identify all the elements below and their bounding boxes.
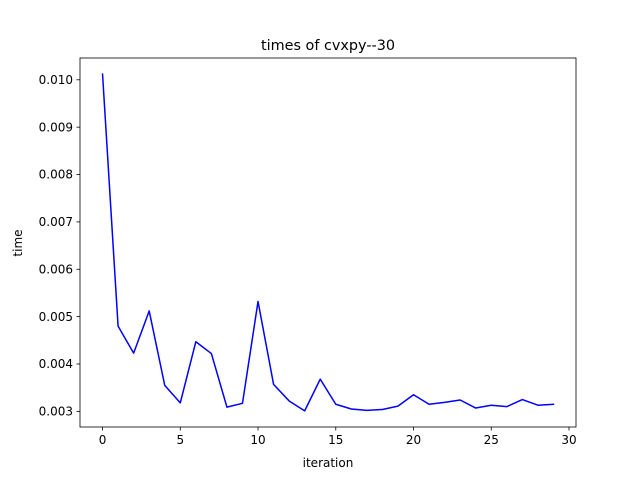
y-tick-label: 0.004 [39,357,73,371]
series-line-0 [101,73,555,412]
x-axis-label: iteration [303,456,354,470]
x-tick-label: 30 [561,433,576,447]
y-tick-label: 0.009 [39,120,73,134]
axes-frame [79,57,577,428]
y-tick-label: 0.010 [39,73,73,87]
plot-area: 0 5 10 15 20 25 30 0.003 0.004 0.005 0.006 0.007 0.0… [39,57,577,447]
y-tick-label: 0.007 [39,215,73,229]
x-tick-label: 5 [176,433,184,447]
y-tick-label: 0.008 [39,168,73,182]
x-tick-label: 10 [250,433,265,447]
x-tick-label: 0 [99,433,107,447]
x-tick-label: 15 [328,433,343,447]
y-tick-label: 0.003 [39,405,73,419]
chart-title: times of cvxpy--30 [261,38,395,54]
y-tick-label: 0.005 [39,310,73,324]
y-tick-label: 0.006 [39,262,73,276]
x-tick-label: 20 [406,433,421,447]
y-axis-label: time [11,229,25,256]
x-tick-label: 25 [484,433,499,447]
